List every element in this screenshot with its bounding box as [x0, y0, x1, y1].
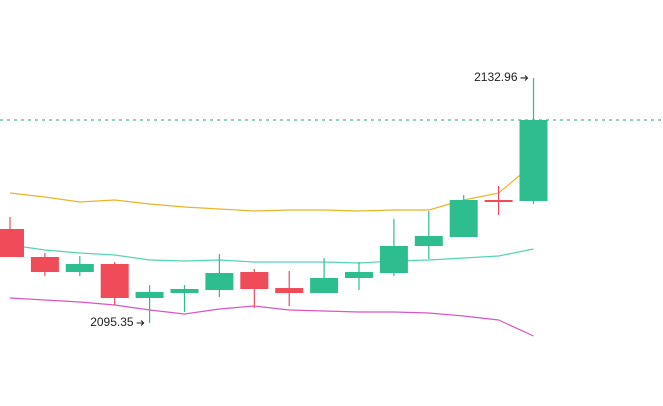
candle-body — [379, 245, 408, 274]
candle — [100, 262, 129, 306]
candle-body — [0, 228, 24, 258]
candle — [170, 285, 199, 312]
candle — [345, 262, 373, 291]
candle-body — [449, 200, 478, 238]
label-arrow — [520, 75, 529, 81]
candle — [65, 256, 94, 277]
candle — [30, 253, 59, 277]
candle-body — [65, 263, 94, 272]
candle — [240, 268, 269, 309]
indicator-line — [9, 244, 534, 264]
candle-body — [345, 271, 373, 278]
high-label: 2132.96 — [474, 70, 518, 84]
candle — [519, 77, 548, 204]
candle — [275, 271, 304, 306]
indicator-line — [9, 297, 534, 337]
candle-body — [275, 288, 304, 294]
candle-body — [205, 273, 234, 291]
candle-body — [170, 288, 199, 294]
label-arrow — [136, 320, 145, 326]
low-label: 2095.35 — [90, 315, 134, 329]
candle — [449, 194, 478, 238]
candle — [310, 257, 339, 294]
candle-body — [135, 291, 164, 298]
candle — [0, 217, 24, 258]
candle — [205, 254, 234, 298]
candle — [414, 211, 443, 260]
candle-body — [414, 236, 443, 246]
candle-body — [519, 120, 548, 201]
candle — [379, 219, 408, 277]
candle-body — [310, 277, 339, 294]
candle-body — [30, 257, 59, 272]
candle-body — [484, 200, 513, 203]
indicator-line — [9, 163, 534, 212]
candle — [135, 285, 164, 324]
candle-body — [240, 271, 269, 289]
candle-body — [100, 263, 129, 298]
candle — [484, 185, 513, 215]
